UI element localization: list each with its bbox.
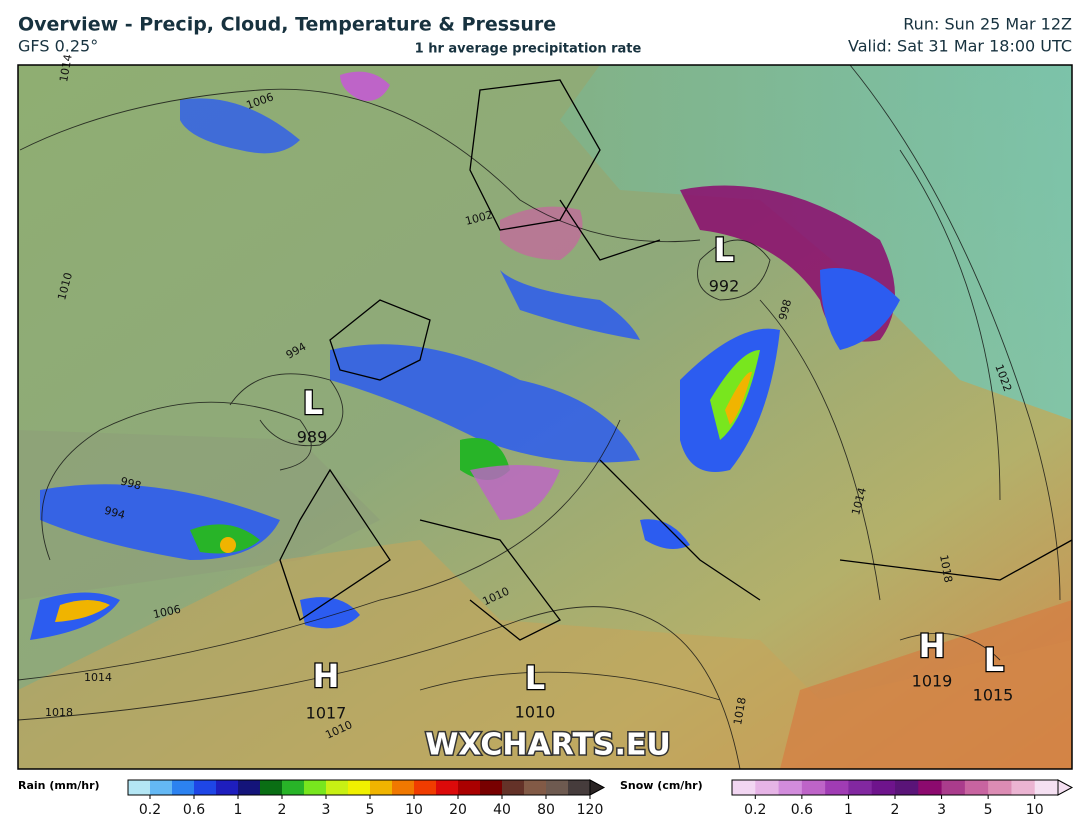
snow-legend-label: Snow (cm/hr) — [620, 779, 703, 792]
colorbars: 0.2 0.6 1 2 3 5 10 20 40 80 120 0.2 0.6 1 2 3 5 10 — [127, 779, 1074, 818]
colorbar-tick-label: 10 — [1026, 802, 1044, 818]
center-pressure: 1017 — [306, 704, 347, 723]
colorbar-arrow — [589, 779, 606, 796]
center-pressure: 989 — [297, 428, 328, 447]
rain-legend-label: Rain (mm/hr) — [18, 779, 100, 792]
title: Overview - Precip, Cloud, Temperature & … — [18, 14, 556, 36]
color-swatch — [238, 780, 261, 795]
colorbar-tick-label: 0.6 — [183, 802, 205, 818]
pressure-centers: L 989 L 992 H 1017 L 1010 H 1019 L 1015 — [297, 230, 1014, 723]
center-kind: L — [714, 231, 734, 269]
center-kind: H — [919, 627, 946, 665]
center-pressure: 1010 — [515, 703, 556, 722]
colorbar-tick-label: 120 — [577, 802, 604, 818]
color-swatch — [755, 780, 780, 795]
color-swatch — [458, 780, 481, 795]
colorbar-tick-label: 3 — [937, 802, 946, 818]
color-swatch — [172, 780, 195, 795]
valid: Valid: Sat 31 Mar 18:00 UTC — [848, 37, 1072, 56]
colorbar-tick-label: 5 — [984, 802, 993, 818]
center-pressure: 1019 — [912, 672, 953, 691]
isobar-label: 998 — [776, 298, 794, 322]
color-swatch — [326, 780, 349, 795]
center-kind: H — [313, 657, 340, 695]
color-swatch — [825, 780, 849, 795]
colorbar-tick-label: 5 — [366, 802, 375, 818]
isobar-label: 1018 — [731, 696, 749, 726]
isobar-label: 998 — [119, 475, 143, 493]
color-swatch — [150, 780, 173, 795]
center-kind: L — [984, 641, 1004, 679]
isobar-label: 1006 — [152, 603, 182, 622]
center-pressure: 1015 — [973, 686, 1014, 705]
color-swatch — [502, 780, 525, 795]
colorbar-tick-label: 0.2 — [139, 802, 161, 818]
center-kind: L — [525, 659, 545, 697]
isobar-label: 1018 — [937, 554, 955, 584]
color-swatch — [918, 780, 943, 795]
map-frame — [17, 64, 1073, 770]
colorbar-tick-label: 1 — [844, 802, 853, 818]
center-kind: L — [303, 384, 323, 422]
color-swatch — [436, 780, 459, 795]
colorbar-tick-label: 10 — [405, 802, 423, 818]
isobar-label: 1014 — [84, 671, 112, 684]
colorbar-tick-label: 0.6 — [791, 802, 813, 818]
color-swatch — [988, 780, 1012, 795]
colorbar-arrow — [1057, 779, 1074, 796]
color-swatch — [304, 780, 327, 795]
colorbar-tick-label: 80 — [537, 802, 555, 818]
color-swatch — [282, 780, 305, 795]
color-swatch — [871, 780, 896, 795]
color-swatch — [848, 780, 873, 795]
color-swatch — [260, 780, 283, 795]
color-swatch — [895, 780, 919, 795]
color-swatch — [370, 780, 393, 795]
color-swatch — [216, 780, 239, 795]
color-swatch — [1011, 780, 1036, 795]
color-swatch — [392, 780, 415, 795]
color-swatch — [941, 780, 966, 795]
color-swatch — [480, 780, 503, 795]
color-swatch — [568, 780, 591, 795]
color-swatch — [524, 780, 547, 795]
colorbar-frame — [127, 779, 591, 796]
color-swatch — [964, 780, 989, 795]
colorbar-tick-label: 3 — [322, 802, 331, 818]
color-swatch — [801, 780, 826, 795]
colorbar-tick-label: 0.2 — [744, 802, 766, 818]
color-swatch — [414, 780, 437, 795]
subtitle: 1 hr average precipitation rate — [415, 42, 642, 57]
isobar-label: 1018 — [45, 706, 73, 719]
color-swatch — [128, 780, 151, 795]
color-swatch — [348, 780, 371, 795]
color-swatch — [194, 780, 217, 795]
map — [17, 64, 1073, 770]
model: GFS 0.25° — [18, 37, 98, 56]
isobar-label: 1014 — [57, 53, 75, 83]
color-swatch — [732, 780, 756, 795]
color-swatch — [778, 780, 803, 795]
colorbar-tick-label: 40 — [493, 802, 511, 818]
isobar-label: 994 — [103, 504, 127, 522]
color-swatch — [1034, 780, 1059, 795]
watermark: WXCHARTS.EU — [425, 728, 671, 763]
run: Run: Sun 25 Mar 12Z — [903, 15, 1072, 34]
colorbar-tick-label: 1 — [234, 802, 243, 818]
colorbar-tick-label: 2 — [278, 802, 287, 818]
colorbar-tick-label: 2 — [891, 802, 900, 818]
color-swatch — [546, 780, 569, 795]
colorbar-tick-label: 20 — [449, 802, 467, 818]
center-pressure: 992 — [709, 277, 740, 296]
